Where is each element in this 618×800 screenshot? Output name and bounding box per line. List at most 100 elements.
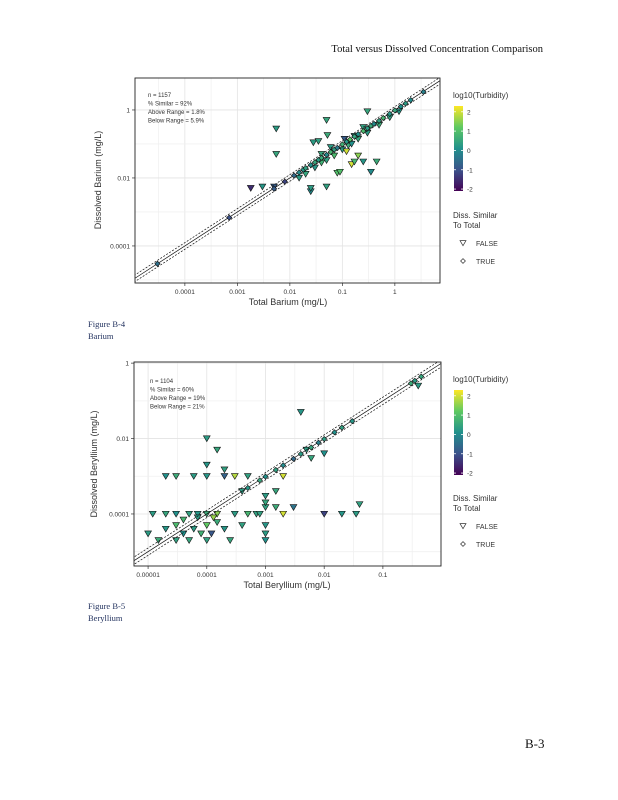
data-point-dissimilar xyxy=(330,152,339,160)
data-point-dissimilar xyxy=(202,522,211,529)
data-point-similar xyxy=(290,172,298,179)
data-point-similar xyxy=(349,418,356,425)
data-point-dissimilar xyxy=(261,492,270,500)
y-tick-label: 0.01 xyxy=(117,175,130,182)
page-number: B-3 xyxy=(525,736,545,751)
data-point-dissimilar xyxy=(279,473,288,480)
data-point-dissimilar xyxy=(172,537,181,544)
data-point-dissimilar xyxy=(306,185,315,192)
y-tick-label: 1 xyxy=(125,361,129,368)
data-point-similar xyxy=(355,131,362,138)
data-point-dissimilar xyxy=(161,525,170,533)
data-point-dissimilar xyxy=(213,446,222,454)
stats-annotation-line: Below Range = 21% xyxy=(150,405,205,411)
data-point-dissimilar xyxy=(289,504,298,511)
data-point-similar xyxy=(402,100,409,107)
data-point-similar xyxy=(308,444,315,451)
y-tick-label: 1 xyxy=(126,107,130,114)
legend-diamond-icon xyxy=(460,258,466,264)
data-point-dissimilar xyxy=(193,514,202,522)
data-point-dissimilar xyxy=(272,125,281,133)
x-tick-label: 0.1 xyxy=(378,572,387,579)
data-point-dissimilar xyxy=(148,510,157,518)
data-point-dissimilar xyxy=(261,530,270,538)
figure-name: Barium xyxy=(88,331,114,341)
colorbar-tick-label: -1 xyxy=(467,167,473,174)
data-point-dissimilar xyxy=(309,139,318,147)
data-point-similar xyxy=(418,373,425,380)
legend-shape-title-2: To Total xyxy=(453,504,481,513)
data-point-dissimilar xyxy=(243,510,252,518)
data-point-dissimilar xyxy=(246,185,255,192)
data-point-dissimilar xyxy=(314,138,323,145)
legend-diamond-icon xyxy=(460,541,466,547)
data-point-similar xyxy=(226,214,233,221)
legend-false-label: FALSE xyxy=(476,524,498,531)
colorbar-tick-label: 0 xyxy=(467,432,471,439)
data-point-dissimilar xyxy=(359,158,368,166)
data-point-dissimilar xyxy=(320,510,329,518)
x-tick-label: 0.001 xyxy=(257,572,274,579)
data-point-dissimilar xyxy=(272,151,281,158)
figure-number: Figure B-4 xyxy=(88,319,126,329)
data-point-dissimilar xyxy=(172,510,181,518)
x-axis-title: Total Beryllium (mg/L) xyxy=(243,580,330,590)
y-axis-title: Dissolved Beryllium (mg/L) xyxy=(89,410,99,517)
data-point-dissimilar xyxy=(230,510,239,518)
data-point-dissimilar xyxy=(323,132,332,139)
stats-annotation-line: n = 1157 xyxy=(148,93,172,99)
data-point-dissimilar xyxy=(202,435,211,443)
legend-triangle-icon xyxy=(459,240,467,247)
data-point-dissimilar xyxy=(355,501,364,508)
data-point-similar xyxy=(420,88,427,95)
stats-annotation-line: % Similar = 92% xyxy=(148,102,193,108)
x-tick-label: 1 xyxy=(393,289,397,296)
data-point-dissimilar xyxy=(185,537,194,544)
data-point-dissimilar xyxy=(238,522,247,529)
data-point-dissimilar xyxy=(320,450,329,458)
stats-annotation-line: Above Range = 1.8% xyxy=(148,110,206,116)
data-point-dissimilar xyxy=(352,510,361,518)
x-axis-title: Total Barium (mg/L) xyxy=(249,297,328,307)
legend-color-title: log10(Turbidity) xyxy=(453,375,509,384)
x-tick-label: 0.01 xyxy=(284,289,297,296)
y-axis-title: Dissolved Barium (mg/L) xyxy=(93,131,103,230)
data-point-dissimilar xyxy=(342,148,351,156)
plot-panel: 0.0001 0.001 0.01 0.1 1 1 0.01 0.0001 n = 1157 % … xyxy=(110,77,473,296)
data-point-similar xyxy=(347,136,354,143)
data-point-similar xyxy=(380,114,387,122)
data-point-dissimilar xyxy=(207,530,216,538)
data-point-similar xyxy=(296,169,303,176)
data-point-similar xyxy=(297,450,304,457)
data-point-similar xyxy=(376,117,383,124)
colorbar-tick-label: 0 xyxy=(467,148,471,155)
data-point-similar xyxy=(397,103,404,110)
data-point-similar xyxy=(411,377,418,384)
data-point-dissimilar xyxy=(189,525,198,533)
data-point-dissimilar xyxy=(307,455,316,462)
data-point-dissimilar xyxy=(372,158,381,166)
data-point-dissimilar xyxy=(271,488,280,495)
data-point-dissimilar xyxy=(213,519,222,526)
data-point-similar xyxy=(302,165,309,172)
data-point-dissimilar xyxy=(213,510,222,518)
data-point-dissimilar xyxy=(414,382,423,390)
data-point-similar xyxy=(370,120,377,127)
stats-annotation-line: Below Range = 5.9% xyxy=(148,119,205,125)
data-point-similar xyxy=(281,178,288,185)
colorbar-tick-label: -2 xyxy=(467,187,473,194)
data-point-dissimilar xyxy=(220,473,229,480)
data-point-dissimilar xyxy=(279,510,288,518)
colorbar xyxy=(454,390,463,475)
data-point-dissimilar xyxy=(261,522,270,529)
plot-border xyxy=(134,77,441,284)
legend-triangle-icon xyxy=(459,523,467,530)
data-point-similar xyxy=(307,162,314,169)
data-point-dissimilar xyxy=(193,510,202,518)
data-point-dissimilar xyxy=(350,158,359,166)
data-point-similar xyxy=(323,151,330,158)
figure-name: Beryllium xyxy=(88,613,123,623)
data-point-similar xyxy=(272,466,279,473)
data-point-dissimilar xyxy=(185,510,194,518)
data-point-dissimilar xyxy=(209,514,218,522)
